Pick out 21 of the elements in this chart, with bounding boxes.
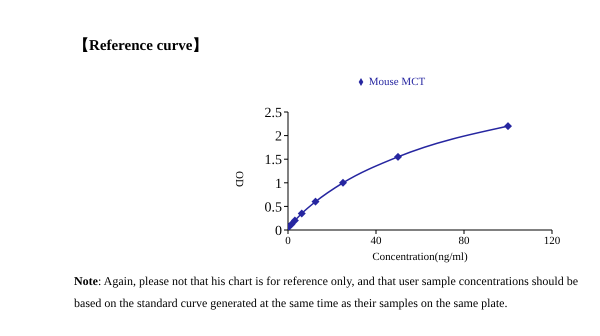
y-tick-label: 2 xyxy=(275,130,282,145)
x-axis-title: Concentration(ng/ml) xyxy=(372,251,468,263)
y-tick-label: 0.5 xyxy=(264,200,282,216)
text: 【Reference curve】 xyxy=(74,36,208,55)
text: Note: Again, please not that his chart is for reference only, and that user sample concentrations should be based on the standard curve generated at the same time as their samples on the same plate. xyxy=(74,274,578,310)
point xyxy=(312,198,320,206)
point xyxy=(394,152,402,161)
x-tick-label: 120 xyxy=(544,234,561,247)
x-tick-label: 80 xyxy=(458,234,470,247)
y-tick-label: 2.5 xyxy=(264,106,282,121)
point xyxy=(504,122,512,130)
y-tick-label: 1.5 xyxy=(264,153,282,168)
y-tick-label: 1 xyxy=(275,176,282,192)
point xyxy=(290,216,299,225)
y-axis-title: OD xyxy=(233,171,246,187)
point xyxy=(339,178,347,187)
x-tick-label: 0 xyxy=(285,234,292,247)
legend-label: Mouse MCT xyxy=(368,76,426,88)
point xyxy=(288,220,296,228)
x-tick-label: 40 xyxy=(370,234,382,247)
point xyxy=(298,209,306,218)
